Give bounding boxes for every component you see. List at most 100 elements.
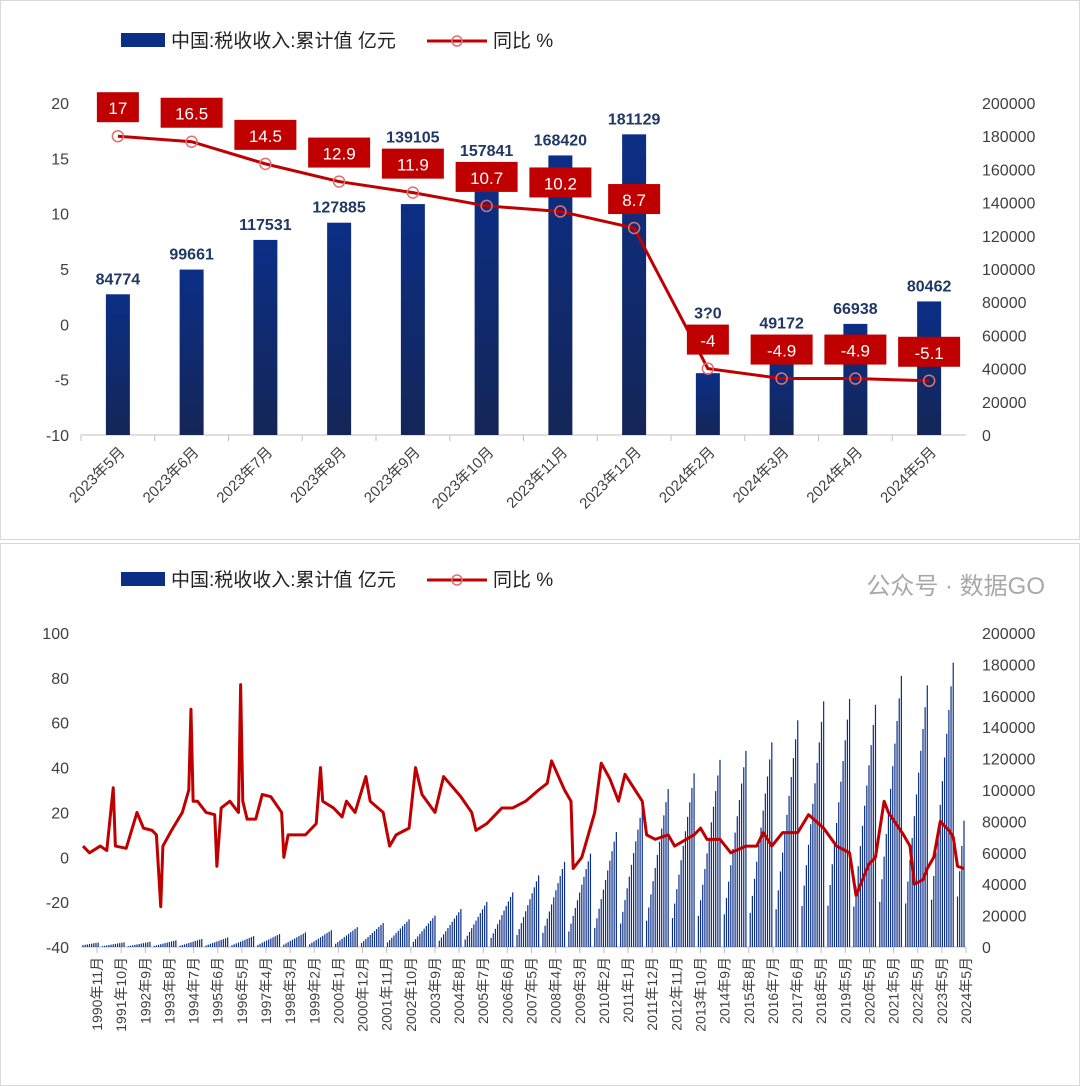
yoy-label-box (824, 334, 887, 365)
yoy-marker (922, 374, 936, 388)
bar (706, 853, 708, 947)
bar (924, 707, 926, 947)
bar (784, 833, 786, 947)
bar (194, 940, 196, 947)
left-axis-tick-label: 40 (51, 761, 69, 778)
right-axis-tick-label: 160000 (982, 689, 1035, 706)
x-axis-tick-label: 1993年8月 (161, 957, 177, 1024)
bar (641, 806, 643, 947)
bar (499, 919, 501, 947)
x-axis-tick-label: 2024年4月 (803, 444, 866, 507)
yoy-data-label: -4.9 (841, 342, 870, 361)
bar (145, 942, 147, 947)
bar (464, 939, 466, 947)
bar (218, 940, 220, 947)
bar (400, 204, 425, 435)
bar (920, 750, 922, 947)
bar-data-label: 84774 (96, 271, 141, 288)
yoy-label-box (96, 92, 139, 123)
bar (110, 944, 112, 947)
bar (887, 811, 890, 947)
bar (414, 939, 417, 947)
bar (717, 775, 719, 947)
right-axis-tick-label: 200000 (982, 626, 1035, 643)
bar (952, 662, 954, 947)
yoy-label-box (234, 119, 297, 150)
bar (525, 911, 527, 947)
bar (753, 878, 756, 947)
bar (831, 864, 833, 947)
bar (648, 907, 650, 947)
bar (561, 868, 563, 947)
bar (704, 869, 706, 947)
x-axis-tick-label: 2024年5月 (958, 957, 974, 1024)
yoy-marker (775, 372, 788, 385)
bar (645, 920, 648, 947)
bar (347, 933, 350, 947)
bar (160, 944, 162, 947)
bar (587, 861, 589, 947)
yoy-data-label: 17 (108, 99, 127, 118)
bar (892, 766, 894, 947)
bar (881, 879, 883, 947)
bar (105, 294, 130, 435)
bar (395, 933, 397, 947)
x-axis-tick-label: 1999年2月 (306, 957, 322, 1024)
yoy-marker (701, 362, 715, 375)
bar (907, 881, 909, 947)
bar (609, 860, 611, 947)
bar (736, 816, 738, 947)
right-axis-tick-label: 60000 (982, 846, 1027, 863)
right-axis-tick-label: 120000 (982, 752, 1035, 769)
bar (579, 892, 581, 947)
bar (119, 943, 121, 947)
bar (412, 941, 414, 947)
bar (430, 920, 432, 947)
bar (756, 861, 758, 947)
right-axis-tick-label: 100000 (982, 783, 1035, 800)
bar (389, 940, 391, 947)
bar (665, 802, 667, 947)
bar (211, 943, 214, 947)
bar (123, 942, 125, 947)
bar (624, 900, 626, 947)
bar (343, 937, 345, 947)
bar (963, 820, 965, 947)
x-axis-tick-label: 1990年11月 (89, 957, 105, 1031)
bar (319, 937, 322, 947)
bar (758, 844, 760, 947)
bar (769, 353, 794, 435)
yoy-data-label: 14.5 (249, 127, 282, 146)
x-axis-tick-label: 2017年6月 (789, 957, 805, 1024)
bar (870, 745, 872, 947)
legend-line-label: 同比 % (493, 30, 553, 52)
bar (725, 897, 728, 947)
left-axis-tick-label: -5 (55, 373, 69, 390)
yoy-marker (406, 186, 420, 199)
bar (959, 871, 961, 947)
bar (594, 927, 596, 947)
right-axis-tick-label: 0 (982, 940, 991, 957)
bar (360, 942, 363, 947)
legend-bar-swatch (121, 572, 165, 586)
right-axis-tick-label: 140000 (982, 196, 1035, 213)
bar (391, 937, 393, 947)
bar (365, 938, 367, 947)
bar (738, 799, 741, 947)
bar (259, 943, 261, 947)
bar (114, 943, 116, 947)
bar (600, 899, 602, 947)
bar (224, 938, 227, 947)
bar (518, 929, 520, 947)
bar (762, 810, 764, 947)
bar (827, 905, 829, 947)
bar (559, 876, 561, 947)
bar (943, 757, 946, 947)
bar (527, 905, 529, 947)
bar (121, 942, 123, 947)
bar (885, 834, 887, 947)
x-axis-tick-label: 2023年7月 (213, 444, 276, 507)
bar (803, 885, 805, 947)
yoy-data-label: -4.9 (767, 342, 796, 361)
bar (715, 791, 717, 947)
